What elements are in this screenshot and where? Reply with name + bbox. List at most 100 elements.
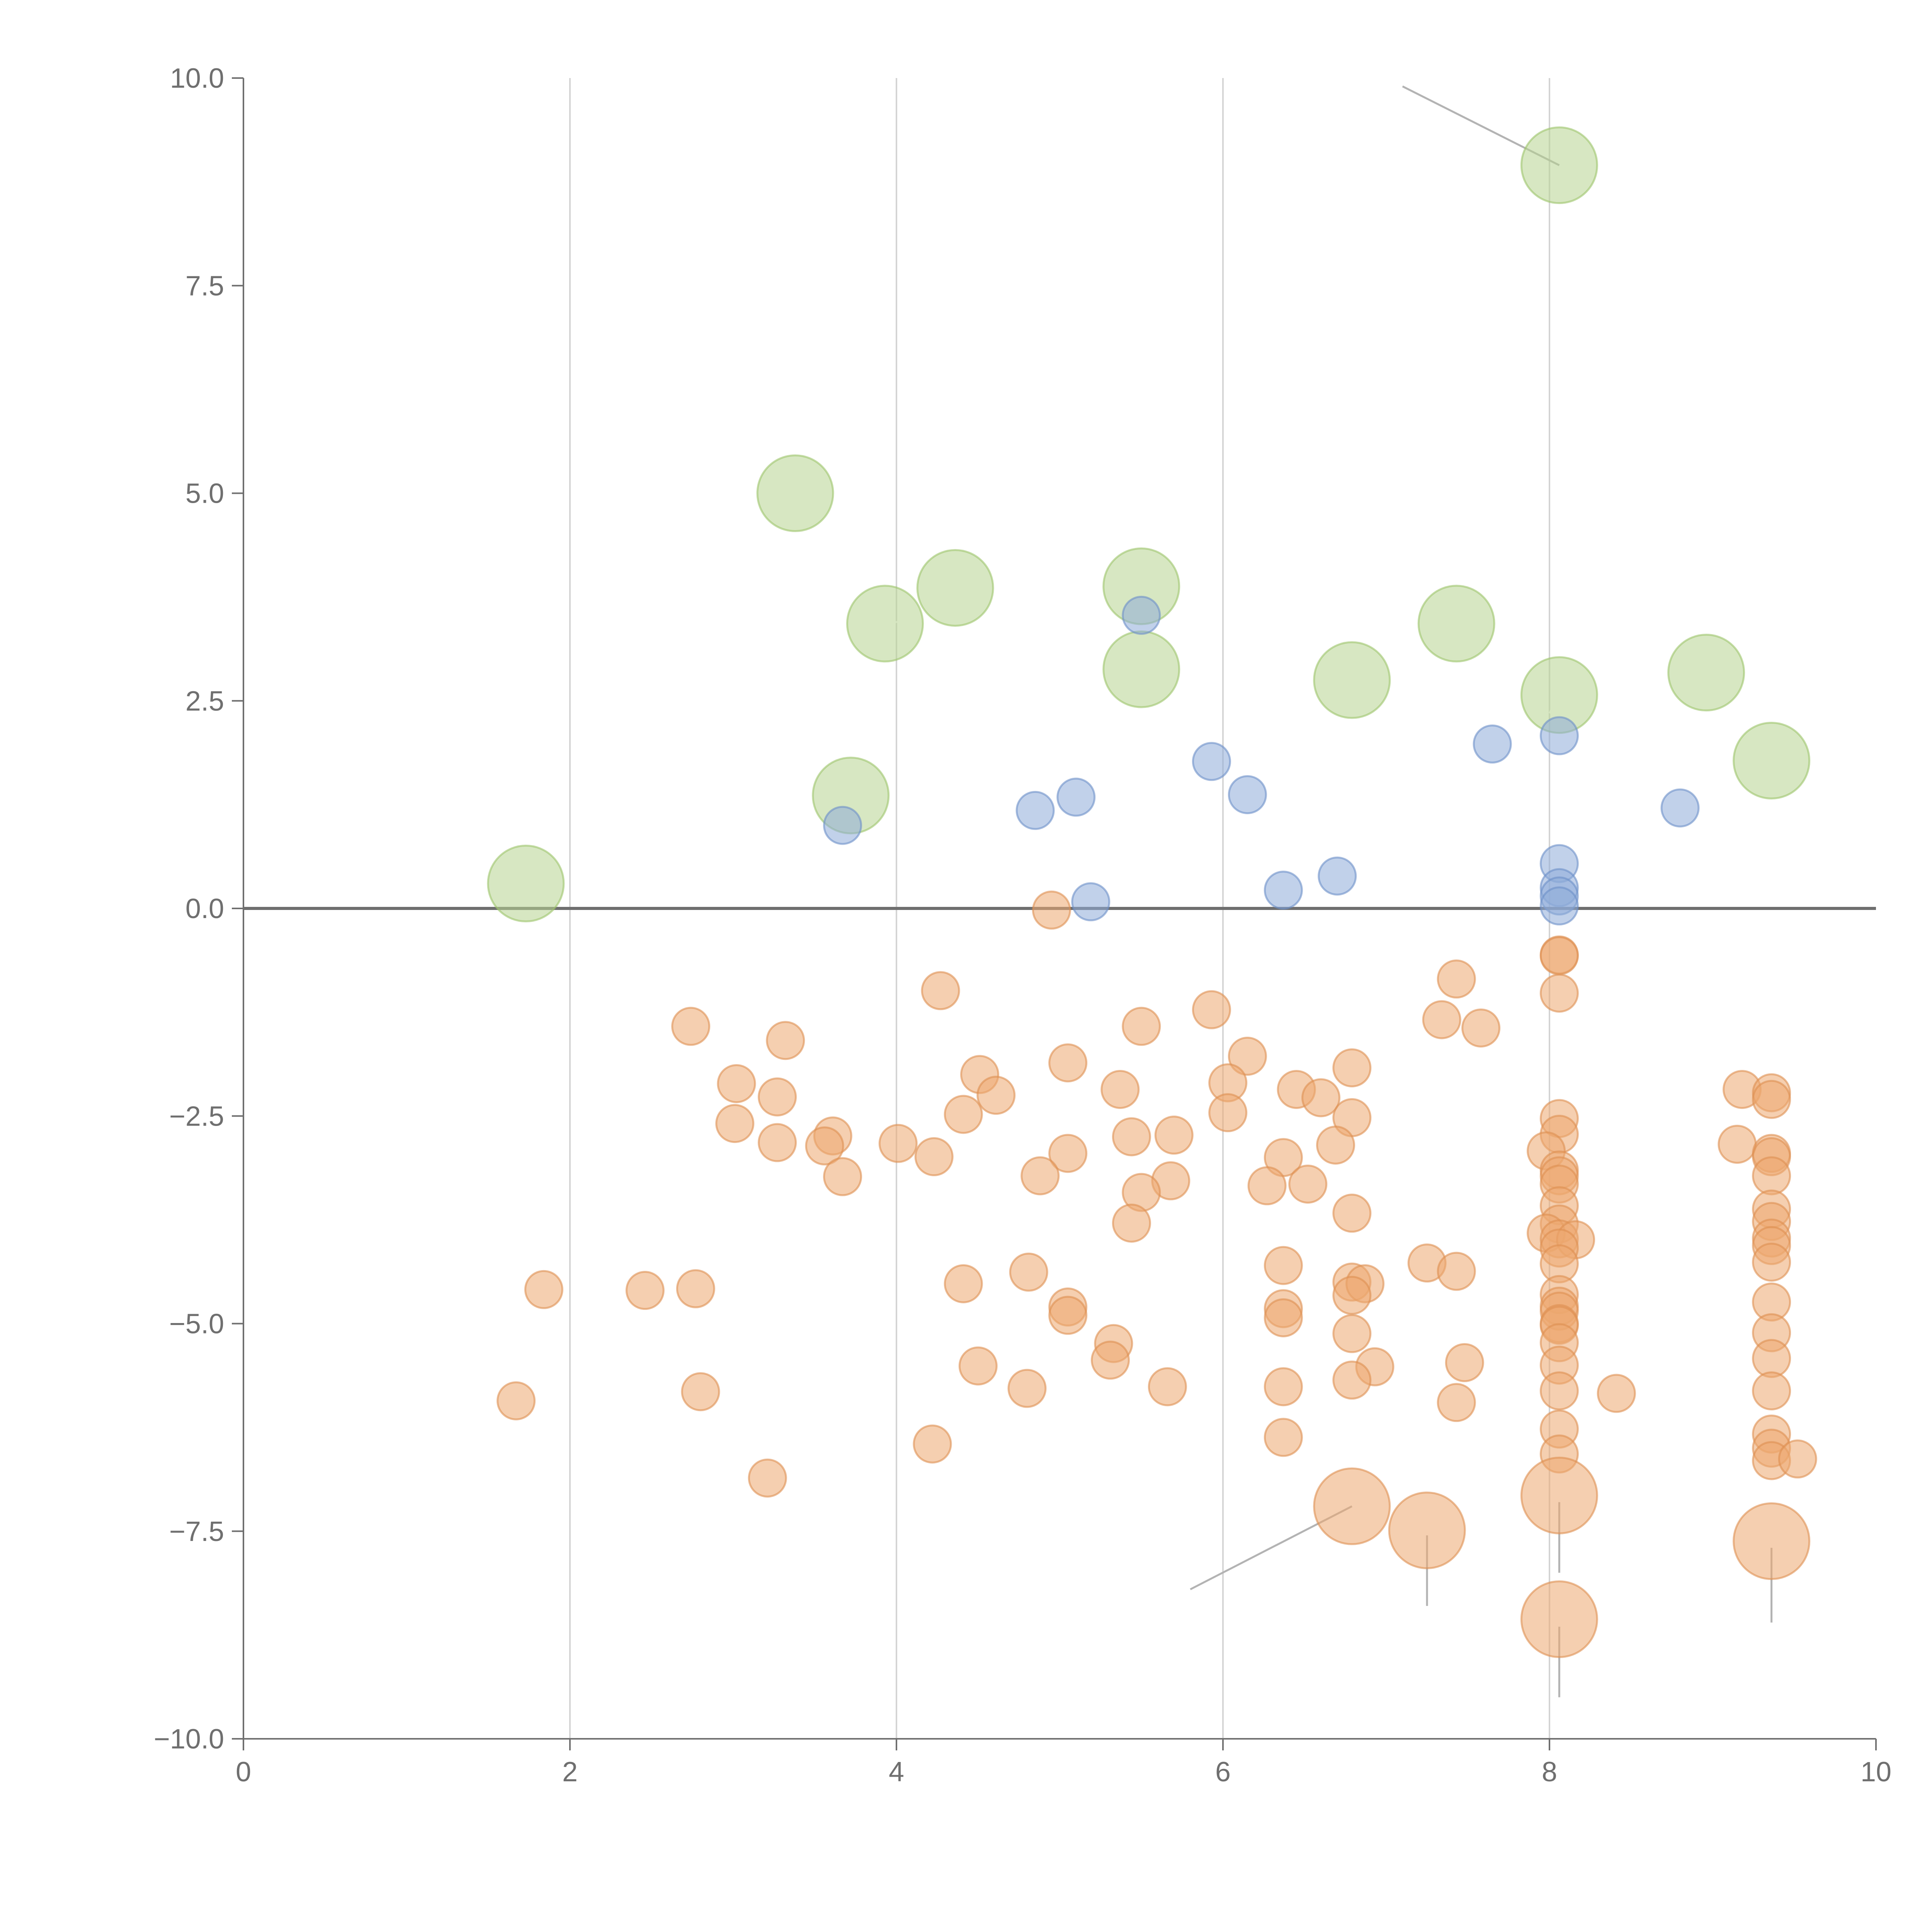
y-tick-label: 0.0 xyxy=(185,893,224,924)
data-point-green-large xyxy=(1313,641,1391,719)
data-point-orange xyxy=(1461,1008,1501,1048)
data-point-orange xyxy=(913,1424,952,1464)
data-point-orange xyxy=(1597,1374,1636,1413)
y-tick-label: −10.0 xyxy=(154,1724,224,1755)
data-point-orange xyxy=(1048,1134,1088,1173)
data-point-orange xyxy=(1332,1276,1372,1315)
data-point-green-large xyxy=(916,549,994,627)
data-point-orange-large xyxy=(1733,1502,1811,1580)
data-point-blue xyxy=(1539,716,1579,755)
data-point-orange xyxy=(1048,1043,1088,1083)
data-point-orange xyxy=(1148,1367,1187,1406)
data-point-orange xyxy=(1288,1164,1328,1204)
data-point-orange xyxy=(914,1137,954,1177)
data-point-blue xyxy=(1318,856,1357,896)
data-point-green-large xyxy=(1733,721,1811,799)
data-point-blue xyxy=(1660,788,1700,828)
data-point-orange xyxy=(524,1270,563,1309)
y-tick-label: 7.5 xyxy=(185,270,224,301)
data-point-orange xyxy=(671,1007,711,1046)
data-point-orange xyxy=(944,1095,983,1134)
data-point-blue xyxy=(1122,595,1161,635)
data-point-orange xyxy=(1112,1117,1151,1156)
data-point-orange xyxy=(1752,1371,1791,1411)
data-point-orange-large xyxy=(1388,1492,1466,1570)
data-point-orange xyxy=(715,1104,755,1143)
data-point-orange xyxy=(717,1064,756,1103)
data-point-orange xyxy=(1264,1298,1303,1337)
x-tick-label: 4 xyxy=(889,1757,904,1787)
data-point-blue xyxy=(1015,791,1055,830)
data-point-orange xyxy=(1100,1070,1140,1109)
data-point-orange xyxy=(1020,1156,1060,1196)
data-point-green-large xyxy=(487,845,565,923)
data-point-orange xyxy=(1332,1314,1372,1353)
data-point-orange xyxy=(1332,1194,1372,1233)
data-point-orange xyxy=(1778,1439,1817,1479)
data-point-orange xyxy=(497,1381,536,1420)
data-point-green-large xyxy=(846,585,924,663)
data-point-orange xyxy=(823,1157,862,1196)
data-point-orange-large xyxy=(1520,1580,1598,1658)
x-tick-label: 8 xyxy=(1542,1757,1557,1787)
data-point-orange xyxy=(1264,1418,1303,1457)
data-point-orange xyxy=(1422,1000,1461,1039)
data-point-orange xyxy=(625,1271,665,1310)
data-point-blue xyxy=(1473,724,1512,764)
x-tick-label: 0 xyxy=(236,1757,251,1787)
axes: 0 2 4 6 8 10 10.0 7.5 5.0 2.5 0.0 −2.5 −5.0 −7.5 −10.0 xyxy=(154,63,1891,1787)
data-point-orange xyxy=(1332,1048,1372,1088)
data-point-blue xyxy=(1539,886,1579,926)
data-point-orange xyxy=(1301,1078,1340,1117)
data-point-orange xyxy=(1437,1383,1476,1422)
data-point-orange xyxy=(976,1076,1016,1115)
data-point-blue xyxy=(1192,742,1231,781)
data-point-green-large xyxy=(1520,126,1598,204)
data-point-orange xyxy=(1247,1166,1287,1206)
data-point-orange xyxy=(1009,1252,1048,1292)
data-point-orange xyxy=(1264,1367,1303,1406)
data-point-orange xyxy=(1445,1343,1484,1383)
data-point-green-large xyxy=(756,454,834,532)
data-point-green-large xyxy=(1667,634,1745,712)
data-point-orange xyxy=(1437,1252,1476,1291)
data-point-orange xyxy=(958,1346,998,1386)
data-point-orange xyxy=(1539,936,1579,975)
data-point-blue xyxy=(1071,882,1111,922)
x-tick-label: 10 xyxy=(1861,1757,1891,1787)
data-point-orange xyxy=(758,1077,797,1117)
data-point-orange xyxy=(944,1264,983,1303)
data-point-orange-large xyxy=(1520,1456,1598,1534)
y-tick-label: −5.0 xyxy=(169,1309,224,1340)
data-point-orange xyxy=(1112,1203,1151,1243)
data-points xyxy=(487,126,1817,1658)
data-point-orange xyxy=(1048,1296,1088,1335)
data-point-orange xyxy=(1192,990,1231,1029)
y-tick-label: 2.5 xyxy=(185,686,224,717)
data-point-orange xyxy=(748,1458,787,1498)
data-point-orange xyxy=(1718,1124,1757,1164)
data-point-orange xyxy=(1332,1361,1372,1400)
data-point-orange xyxy=(1007,1369,1047,1408)
data-point-orange xyxy=(805,1126,844,1166)
data-point-orange xyxy=(1752,1156,1791,1196)
data-point-orange xyxy=(1264,1246,1303,1285)
data-point-blue xyxy=(1228,775,1267,815)
data-point-orange xyxy=(1154,1116,1194,1155)
data-point-orange xyxy=(1228,1037,1267,1076)
y-tick-label: −2.5 xyxy=(169,1101,224,1132)
x-tick-label: 6 xyxy=(1215,1757,1231,1787)
data-point-orange xyxy=(1032,890,1071,930)
data-point-orange-large xyxy=(1313,1467,1391,1545)
x-tick-label: 2 xyxy=(562,1757,578,1787)
data-point-orange xyxy=(1208,1093,1248,1133)
data-point-green-large xyxy=(1102,630,1180,708)
data-point-orange xyxy=(758,1123,797,1162)
data-point-orange xyxy=(766,1021,805,1060)
data-point-orange xyxy=(1539,973,1579,1013)
data-point-blue xyxy=(1264,871,1303,910)
data-point-blue xyxy=(823,806,862,845)
data-point-orange xyxy=(1122,1007,1161,1046)
data-point-orange xyxy=(676,1269,715,1308)
